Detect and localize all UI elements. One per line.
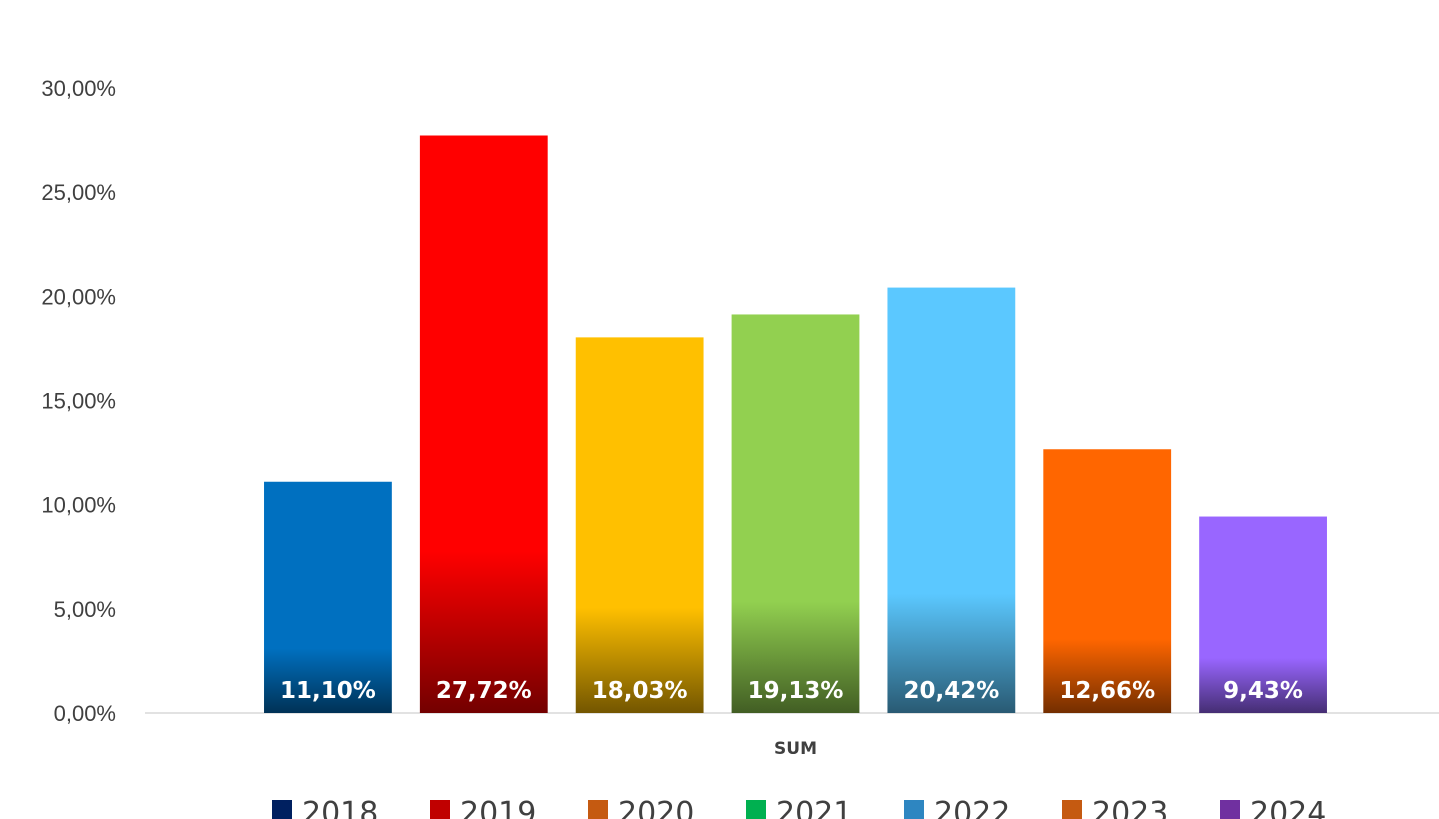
bar-2022 <box>887 287 1016 713</box>
data-label-2024: 9,43% <box>1223 678 1303 704</box>
bars: 11,10% 27,72% 18,03% 19,13% 20,42% 12,66% 9,43… <box>264 135 1327 713</box>
legend: 2018 2019 2020 2021 2022 2023 2024 <box>272 796 1326 819</box>
legend-label-2024: 2024 <box>1250 796 1326 819</box>
y-tick-label: 15,00% <box>41 389 116 414</box>
bar-2018 <box>264 481 392 713</box>
legend-label-2018: 2018 <box>302 796 378 819</box>
data-label-2022: 20,42% <box>903 678 999 704</box>
y-axis: 0,00% 5,00% 10,00% 15,00% 20,00% 25,00% 30,00% <box>41 76 116 726</box>
category-label: SUM <box>774 739 817 759</box>
y-tick-label: 30,00% <box>41 76 116 101</box>
data-label-2021: 19,13% <box>748 678 844 704</box>
legend-label-2019: 2019 <box>460 796 536 819</box>
legend-swatch-2019 <box>430 800 450 819</box>
legend-swatch-2018 <box>272 800 292 819</box>
legend-swatch-2021 <box>746 800 766 819</box>
data-label-2018: 11,10% <box>280 678 376 704</box>
data-label-2020: 18,03% <box>592 678 688 704</box>
legend-label-2021: 2021 <box>776 796 852 819</box>
legend-swatch-2022 <box>904 800 924 819</box>
bar-2024 <box>1199 516 1327 713</box>
legend-swatch-2023 <box>1062 800 1082 819</box>
legend-swatch-2024 <box>1220 800 1240 819</box>
legend-label-2022: 2022 <box>934 796 1010 819</box>
y-tick-label: 0,00% <box>54 701 116 726</box>
y-tick-label: 25,00% <box>41 180 116 205</box>
bar-2019 <box>419 135 548 713</box>
bar-2023 <box>1043 449 1172 713</box>
y-tick-label: 20,00% <box>41 284 116 309</box>
legend-label-2020: 2020 <box>618 796 694 819</box>
data-label-2019: 27,72% <box>436 678 532 704</box>
y-tick-label: 5,00% <box>54 597 116 622</box>
data-label-2023: 12,66% <box>1059 678 1155 704</box>
y-tick-label: 10,00% <box>41 493 116 518</box>
bar-2021 <box>731 314 860 713</box>
bar-2020 <box>575 337 704 713</box>
legend-label-2023: 2023 <box>1092 796 1168 819</box>
legend-swatch-2020 <box>588 800 608 819</box>
